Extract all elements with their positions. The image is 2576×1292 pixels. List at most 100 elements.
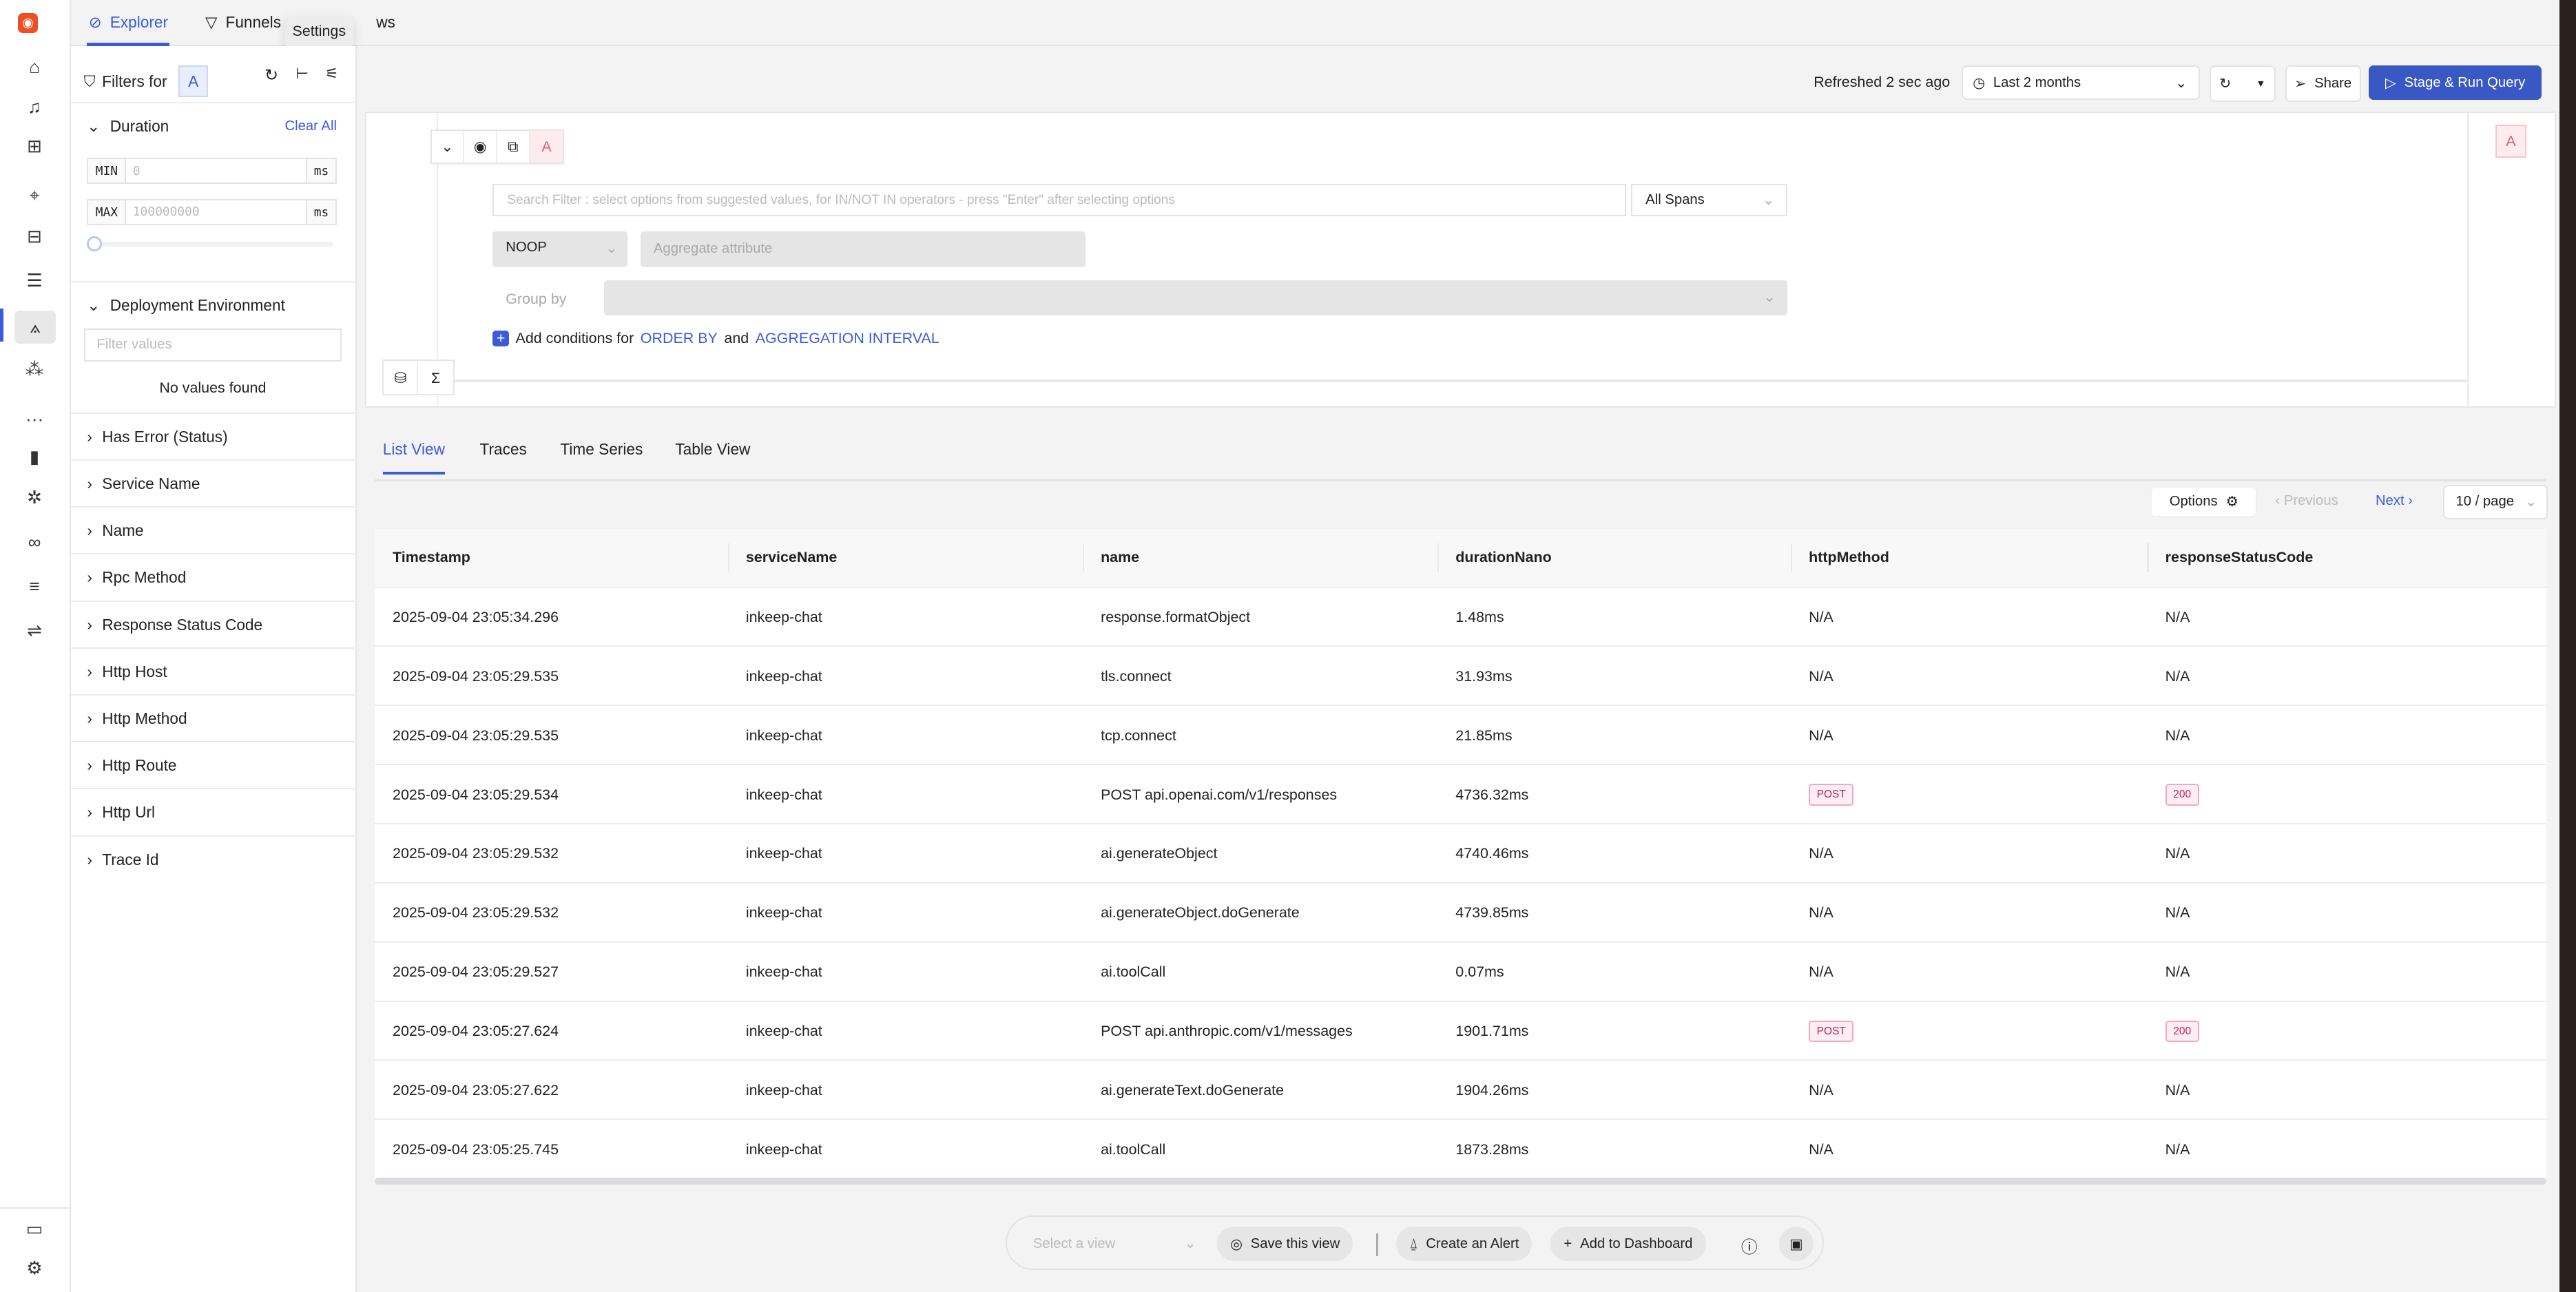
horizontal-scrollbar[interactable] bbox=[374, 1178, 2547, 1185]
info-icon[interactable]: ⓘ bbox=[1741, 1238, 1758, 1257]
table-row[interactable]: 2025-09-04 23:05:29.527 inkeep-chat ai.too… bbox=[374, 941, 2547, 1001]
top-tabs: ⊘ Explorer ▽ Funnels ws Settings bbox=[70, 0, 2560, 56]
tab-funnels[interactable]: ▽ Funnels bbox=[205, 13, 282, 32]
filter-values-input[interactable]: Filter values bbox=[83, 329, 342, 362]
filter-section[interactable]: › Has Error (Status) bbox=[70, 412, 355, 460]
aggregate-operator-select[interactable]: NOOP ⌄ bbox=[492, 231, 627, 268]
duration-min-field[interactable]: MIN 0 ms bbox=[87, 157, 337, 185]
previous-button[interactable]: ‹ Previous bbox=[2275, 492, 2338, 508]
filter-section[interactable]: › Http Route bbox=[70, 741, 355, 789]
refresh-icon[interactable]: ↻ bbox=[264, 66, 278, 85]
table-cell: inkeep-chat bbox=[745, 904, 822, 921]
settings-sliders-icon[interactable]: ⚟ bbox=[325, 65, 339, 83]
binoculars-icon[interactable]: ∞ bbox=[28, 531, 41, 552]
table-cell: 4740.46ms bbox=[1455, 845, 1529, 862]
route-icon[interactable]: ⇌ bbox=[27, 620, 43, 641]
next-button[interactable]: Next › bbox=[2375, 492, 2413, 508]
duration-max-field[interactable]: MAX 100000000 ms bbox=[87, 198, 337, 225]
options-button[interactable]: Options ⚙ bbox=[2150, 486, 2258, 518]
slider-handle[interactable] bbox=[87, 236, 102, 251]
filter-section[interactable]: › Trace Id bbox=[70, 835, 355, 883]
caret-down-icon: ▼ bbox=[2256, 78, 2266, 90]
copy-icon[interactable]: ⧉ bbox=[497, 131, 530, 163]
bar-chart-icon[interactable]: ▮ bbox=[29, 446, 40, 467]
add-icon[interactable]: + bbox=[492, 330, 509, 347]
clusters-icon[interactable]: ⁂ bbox=[25, 359, 44, 380]
traces-compass-icon[interactable]: ⟑ bbox=[14, 310, 56, 344]
table-row[interactable]: 2025-09-04 23:05:29.532 inkeep-chat ai.gen… bbox=[374, 882, 2547, 941]
logo-icon[interactable]: ◉ bbox=[18, 13, 38, 33]
deployment-section[interactable]: ⌄ Deployment Environment bbox=[70, 280, 355, 329]
filter-section[interactable]: › Service Name bbox=[70, 459, 355, 507]
share-button[interactable]: ➢ Share bbox=[2285, 65, 2361, 102]
table-row[interactable]: 2025-09-04 23:05:29.535 inkeep-chat tls.co… bbox=[374, 645, 2547, 705]
query-badge: A bbox=[178, 65, 209, 97]
filter-section[interactable]: › Http Url bbox=[70, 788, 355, 835]
cursor-click-icon[interactable]: ⌖ bbox=[29, 184, 40, 205]
filter-section[interactable]: › Http Method bbox=[70, 694, 355, 742]
add-to-dashboard-button[interactable]: + Add to Dashboard bbox=[1550, 1227, 1706, 1262]
view-tab[interactable]: List View bbox=[382, 440, 445, 459]
table-cell: 200 bbox=[2165, 1002, 2199, 1061]
query-badge-right[interactable]: A bbox=[2495, 124, 2527, 158]
filter-section[interactable]: › Response Status Code bbox=[70, 600, 355, 648]
column-header[interactable]: durationNano bbox=[1455, 549, 1552, 566]
alert-bell-icon[interactable]: ♫ bbox=[28, 96, 41, 117]
settings-gear-icon[interactable]: ⚙ bbox=[26, 1257, 43, 1278]
more-icon[interactable]: ··· bbox=[25, 408, 44, 429]
duration-slider[interactable] bbox=[90, 241, 334, 247]
column-header[interactable]: Timestamp bbox=[393, 549, 470, 566]
table-row[interactable]: 2025-09-04 23:05:27.624 inkeep-chat POST a… bbox=[374, 1000, 2547, 1061]
home-icon[interactable]: ⌂ bbox=[29, 56, 40, 78]
collapse-chevron-icon[interactable]: ⌄ bbox=[432, 131, 465, 163]
view-tab[interactable]: Table View bbox=[675, 440, 751, 459]
table-row[interactable]: 2025-09-04 23:05:25.745 inkeep-chat ai.too… bbox=[374, 1118, 2547, 1178]
duration-section[interactable]: ⌄ Duration Clear All bbox=[70, 101, 355, 149]
table-row[interactable]: 2025-09-04 23:05:27.622 inkeep-chat ai.gen… bbox=[374, 1059, 2547, 1118]
column-header[interactable]: serviceName bbox=[745, 549, 838, 566]
inbox-icon[interactable]: ⊟ bbox=[27, 225, 43, 247]
panel-toggle-button[interactable]: ▣ bbox=[1778, 1227, 1814, 1262]
spans-select[interactable]: All Spans ⌄ bbox=[1631, 183, 1787, 217]
dashboard-grid-icon[interactable]: ⊞ bbox=[27, 135, 43, 156]
collapse-icon[interactable]: ⊢ bbox=[295, 65, 309, 83]
bug-icon[interactable]: ✲ bbox=[27, 487, 43, 508]
view-tab[interactable]: Time Series bbox=[560, 440, 643, 459]
tab-explorer[interactable]: ⊘ Explorer bbox=[88, 13, 169, 32]
table-row[interactable]: 2025-09-04 23:05:34.296 inkeep-chat respon… bbox=[374, 586, 2547, 646]
search-filter-input[interactable]: Search Filter : select options from sugg… bbox=[492, 183, 1626, 217]
aggregation-interval-link[interactable]: AGGREGATION INTERVAL bbox=[755, 330, 939, 347]
eye-icon[interactable]: ◉ bbox=[464, 131, 497, 163]
stage-run-query-button[interactable]: ▷ Stage & Run Query bbox=[2369, 65, 2542, 101]
clear-all-link[interactable]: Clear All bbox=[284, 118, 337, 134]
create-alert-button[interactable]: ⍙ Create an Alert bbox=[1396, 1227, 1533, 1262]
table-row[interactable]: 2025-09-04 23:05:29.532 inkeep-chat ai.gen… bbox=[374, 822, 2547, 882]
group-by-select[interactable]: ⌄ bbox=[604, 280, 1787, 315]
refresh-button[interactable]: ↻ ▼ bbox=[2210, 65, 2276, 102]
list-icon[interactable]: ≡ bbox=[29, 576, 40, 596]
scroll-logs-icon[interactable]: ☰ bbox=[26, 270, 43, 291]
database-icon[interactable]: ⛁ bbox=[384, 360, 419, 395]
table-row[interactable]: 2025-09-04 23:05:29.534 inkeep-chat POST a… bbox=[374, 764, 2547, 823]
column-header[interactable]: name bbox=[1101, 549, 1140, 566]
filter-section[interactable]: › Rpc Method bbox=[70, 553, 355, 601]
sigma-icon[interactable]: Σ bbox=[430, 369, 441, 386]
filter-section[interactable]: › Http Host bbox=[70, 647, 355, 695]
column-header[interactable]: httpMethod bbox=[1809, 549, 1889, 566]
tab-views[interactable]: ws bbox=[376, 13, 395, 32]
status-pill: POST bbox=[1809, 1020, 1854, 1043]
chevron-right-icon: › bbox=[87, 427, 92, 446]
chat-icon[interactable]: ▭ bbox=[25, 1218, 43, 1239]
chevron-down-icon: ⌄ bbox=[1763, 289, 1776, 306]
time-range-select[interactable]: ◷ Last 2 months ⌄ bbox=[1961, 65, 2200, 101]
table-row[interactable]: 2025-09-04 23:05:29.535 inkeep-chat tcp.co… bbox=[374, 705, 2547, 764]
view-tab[interactable]: Traces bbox=[479, 440, 527, 459]
order-by-link[interactable]: ORDER BY bbox=[640, 330, 718, 347]
aggregate-attribute-input[interactable]: Aggregate attribute bbox=[640, 231, 1086, 268]
column-header[interactable]: responseStatusCode bbox=[2165, 549, 2314, 566]
save-view-button[interactable]: ◎ Save this view bbox=[1217, 1227, 1353, 1262]
query-label[interactable]: A bbox=[530, 131, 563, 163]
page-size-select[interactable]: 10 / page ⌄ bbox=[2442, 484, 2548, 519]
filter-section[interactable]: › Name bbox=[70, 506, 355, 554]
select-view-dropdown[interactable]: Select a view ⌄ bbox=[1032, 1236, 1196, 1252]
